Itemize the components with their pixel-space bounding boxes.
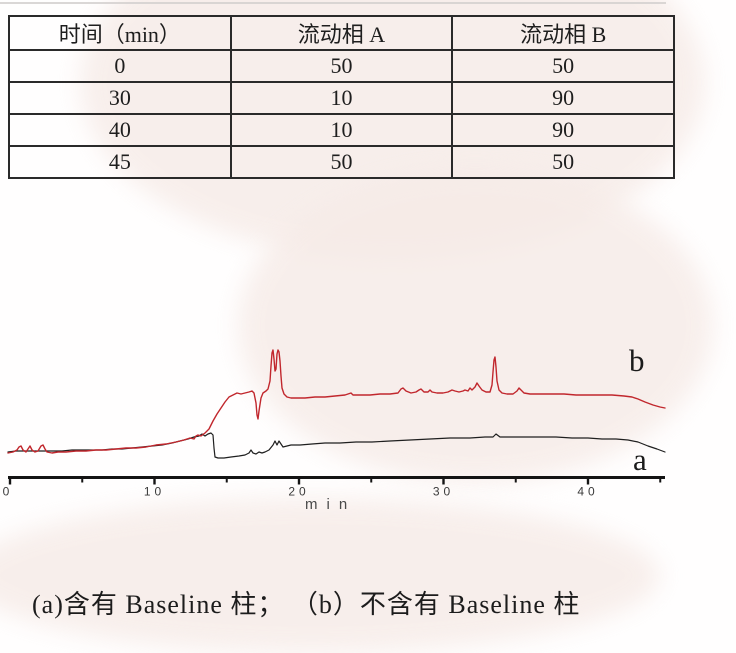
x-tick-label: 40: [577, 485, 598, 499]
table-row: 0 50 50: [8, 49, 675, 83]
trace-label-a: a: [633, 442, 647, 477]
table-header-row: 时间（min） 流动相 A 流动相 B: [8, 15, 675, 51]
table-cell: 50: [229, 145, 454, 179]
table-row: 45 50 50: [8, 145, 675, 179]
trace-label-b: b: [629, 343, 645, 378]
x-tick-label: 20: [288, 485, 309, 499]
table-cell: 90: [451, 81, 675, 115]
trace-a: [7, 432, 666, 459]
figure-caption: (a)含有 Baseline 柱； （b）不含有 Baseline 柱: [32, 590, 581, 619]
table-cell: 90: [451, 113, 675, 147]
table-cell: 10: [229, 81, 454, 115]
table-cell: 50: [451, 145, 675, 179]
table-cell: 50: [229, 49, 454, 83]
col-header-mobile-phase-b: 流动相 B: [451, 15, 675, 51]
x-tick-label: 30: [433, 485, 454, 499]
chromatogram-figure: 0 10 20 30 40 min b a: [3, 343, 666, 513]
gradient-program-table: 时间（min） 流动相 A 流动相 B 0 50 50 30 10 90 40 10 90 45 5…: [8, 15, 675, 179]
table-cell: 45: [8, 145, 232, 179]
x-tick-label: 10: [144, 485, 165, 499]
table-row: 30 10 90: [8, 81, 675, 115]
trace-b: [7, 349, 666, 454]
table-cell: 10: [229, 113, 454, 147]
table-cell: 40: [8, 113, 232, 147]
x-axis-title: min: [305, 496, 356, 513]
col-header-time: 时间（min）: [8, 15, 232, 51]
x-tick-label: 0: [3, 485, 14, 499]
table-cell: 0: [8, 49, 232, 83]
col-header-mobile-phase-a: 流动相 A: [229, 15, 454, 51]
page-top-rule: [0, 2, 666, 4]
table-cell: 50: [451, 49, 675, 83]
table-row: 40 10 90: [8, 113, 675, 147]
table-cell: 30: [8, 81, 232, 115]
